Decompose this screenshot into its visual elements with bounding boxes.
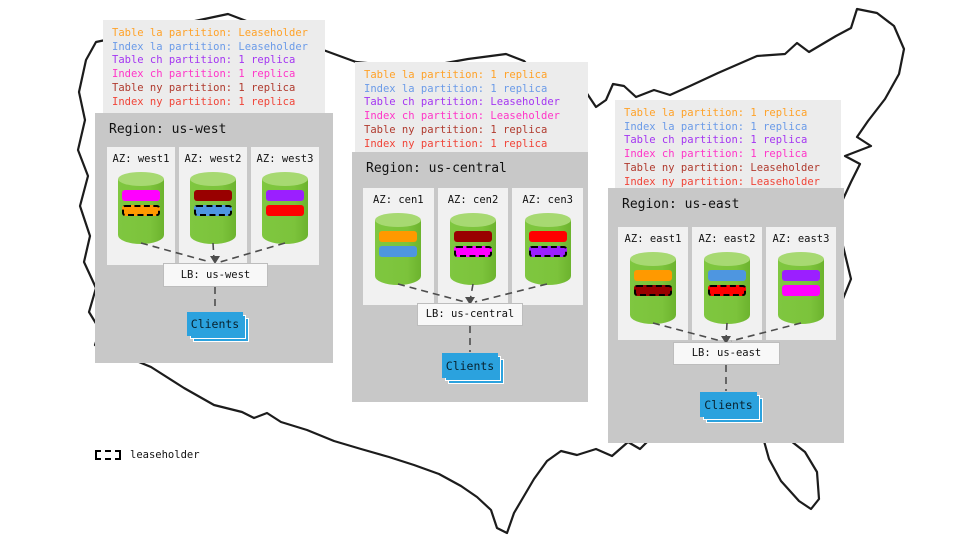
az-label: AZ: cen3 [522,194,573,206]
region-panel-us-west: Region: us-west AZ: west1 AZ: west2 [95,113,333,363]
cylinder-top [630,252,676,266]
az-column-west3: AZ: west3 [251,147,319,265]
az-label: AZ: west2 [184,153,242,165]
cylinder-top [778,252,824,266]
az-label: AZ: east3 [772,233,830,245]
database-cylinder-icon [262,172,308,244]
partition-bar [122,205,160,216]
az-column-cen2: AZ: cen2 [437,188,509,305]
load-balancer-box: LB: us-central [417,303,523,326]
legend-line: Table ny partition: Leaseholder [624,161,820,174]
az-row: AZ: cen1 AZ: cen2 AZ: cen3 [363,188,584,305]
region-title: Region: us-west [109,122,227,137]
partition-bar [266,190,304,201]
partition-bar [634,270,672,281]
region-panel-us-east: Region: us-east AZ: east1 AZ: east2 [608,188,844,443]
legend-line: Table ch partition: 1 replica [112,54,296,67]
clients-box: Clients [700,392,763,423]
partition-bar [782,270,820,281]
legend-line: Table la partition: 1 replica [624,107,808,119]
legend-line: Index ch partition: 1 replica [112,68,296,81]
cylinder-top [524,213,571,227]
az-label: AZ: east1 [624,233,682,245]
legend-line: Table ny partition: 1 replica [364,123,548,136]
region-title: Region: us-central [366,161,507,176]
cylinder-top [704,252,750,266]
leaseholder-key: leaseholder [95,449,200,461]
az-column-east3: AZ: east3 [766,227,836,340]
legend-line: Index ny partition: 1 replica [112,95,296,108]
az-column-cen3: AZ: cen3 [512,188,584,305]
az-column-east2: AZ: east2 [692,227,762,340]
load-balancer-box: LB: us-west [163,263,268,287]
database-cylinder-icon [190,172,236,244]
cylinder-top [450,213,496,227]
az-column-cen1: AZ: cen1 [363,188,434,305]
partition-bar [122,190,160,201]
partition-legend-us-east: Table la partition: 1 replica Index la p… [615,100,841,188]
region-panel-us-central: Region: us-central AZ: cen1 AZ: cen2 [352,152,588,402]
database-cylinder-icon [704,252,750,324]
legend-line: Index ny partition: Leaseholder [624,175,820,188]
legend-line: Table ch partition: 1 replica [624,134,808,147]
partition-bar [379,231,418,242]
legend-line: Table ch partition: Leaseholder [364,96,560,109]
partition-bar [634,285,672,296]
partition-bar [528,246,567,257]
database-cylinder-icon [778,252,824,324]
az-label: AZ: cen1 [373,194,424,206]
az-row: AZ: east1 AZ: east2 AZ: east3 [618,227,836,340]
clients-label: Clients [187,312,243,336]
az-label: AZ: cen2 [447,194,499,206]
az-column-west2: AZ: west2 [179,147,247,265]
legend-line: Table ny partition: 1 replica [112,81,296,94]
load-balancer-box: LB: us-east [673,342,780,365]
leaseholder-key-label: leaseholder [130,449,200,461]
partition-bar [194,190,232,201]
legend-line: Table la partition: 1 replica [364,69,548,81]
partition-legend-us-central: Table la partition: 1 replica Index la p… [355,62,588,152]
legend-line: Index ny partition: 1 replica [364,137,548,150]
az-label: AZ: east2 [698,233,756,245]
database-cylinder-icon [524,213,571,285]
clients-box: Clients [187,312,249,342]
az-row: AZ: west1 AZ: west2 AZ: west3 [107,147,319,265]
partition-bar [782,285,820,296]
cylinder-top [262,172,308,186]
legend-line: Index la partition: 1 replica [624,120,808,133]
clients-box: Clients [442,353,504,384]
legend-line: Index la partition: 1 replica [364,82,548,95]
partition-bar [266,205,304,216]
az-label: AZ: west1 [112,153,170,165]
partition-bar [708,285,746,296]
legend-line: Index ch partition: 1 replica [624,148,808,161]
partition-bar [454,246,492,257]
clients-label: Clients [442,353,498,378]
az-column-east1: AZ: east1 [618,227,688,340]
partition-bar [379,246,418,257]
cylinder-top [118,172,164,186]
region-title: Region: us-east [622,197,740,212]
partition-bar [528,231,567,242]
clients-label: Clients [700,392,757,417]
database-cylinder-icon [118,172,164,244]
database-cylinder-icon [375,213,422,285]
partition-bar [194,205,232,216]
legend-line: Table la partition: Leaseholder [112,27,308,39]
partition-bar [454,231,492,242]
leaseholder-swatch-icon [95,450,121,460]
az-column-west1: AZ: west1 [107,147,175,265]
az-label: AZ: west3 [256,153,314,165]
partition-legend-us-west: Table la partition: Leaseholder Index la… [103,20,325,113]
database-cylinder-icon [630,252,676,324]
cylinder-top [190,172,236,186]
cylinder-top [375,213,422,227]
legend-line: Index la partition: Leaseholder [112,40,308,53]
partition-bar [708,270,746,281]
database-cylinder-icon [450,213,496,285]
legend-line: Index ch partition: Leaseholder [364,110,560,123]
